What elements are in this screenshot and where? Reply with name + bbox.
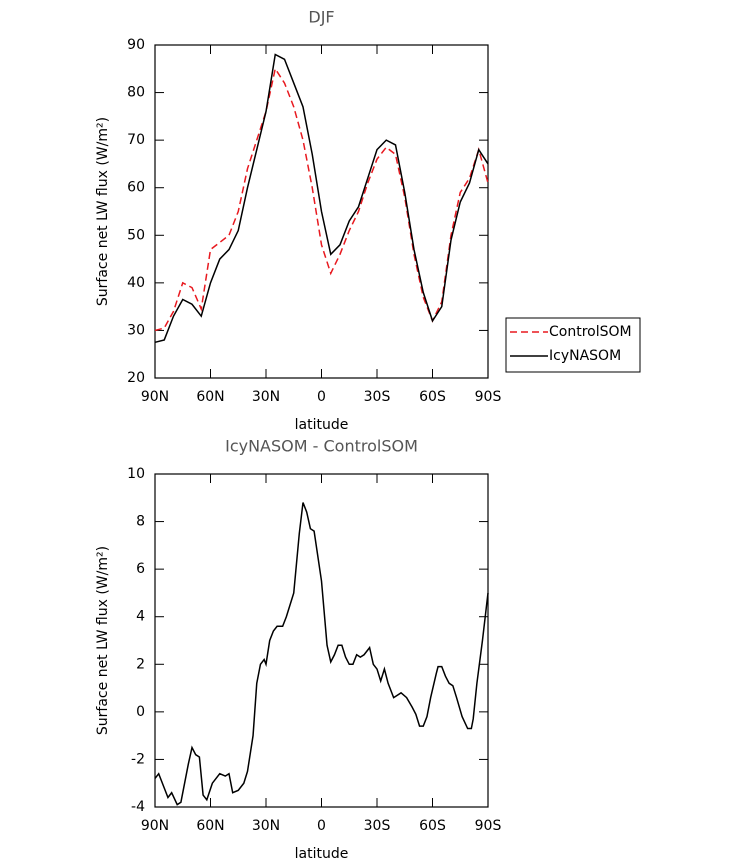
y-tick-label: 60 [127,180,145,196]
legend-label: IcyNASOM [549,348,621,364]
y-tick-label: 40 [127,275,145,291]
x-tick-label: 90N [141,818,169,834]
x-tick-label: 90S [475,818,502,834]
y-tick-label: 90 [127,37,145,53]
y-tick-label: 20 [127,370,145,386]
plot-frame [154,44,489,379]
y-tick-label: 10 [127,466,145,482]
x-tick-label: 90N [141,389,169,405]
x-tick-label: 60S [419,818,446,834]
x-tick-label: 60S [419,389,446,405]
y-tick-label: 0 [136,704,145,720]
legend-box [505,317,641,373]
y-axis-label: Surface net LW flux (W/m²) [95,546,111,735]
x-tick-label: 0 [317,818,326,834]
plot-frame [154,473,489,808]
x-tick-label: 0 [317,389,326,405]
y-tick-label: 2 [136,656,145,672]
y-tick-label: -4 [131,799,145,815]
x-axis-label: latitude [295,846,349,862]
y-tick-label: 6 [136,561,145,577]
x-tick-label: 60N [196,389,224,405]
x-tick-label: 30N [252,818,280,834]
line [154,53,489,344]
y-tick-label: -2 [131,751,145,767]
line [154,502,489,806]
y-axis-label: Surface net LW flux (W/m²) [95,117,111,306]
line [154,66,489,332]
y-tick-label: 70 [127,132,145,148]
x-tick-label: 60N [196,818,224,834]
x-tick-label: 30S [364,818,391,834]
x-tick-label: 30N [252,389,280,405]
y-tick-label: 50 [127,227,145,243]
chart-title: DJF [308,8,334,27]
y-tick-label: 4 [136,609,145,625]
y-tick-label: 30 [127,322,145,338]
x-tick-label: 30S [364,389,391,405]
x-tick-label: 90S [475,389,502,405]
x-axis-label: latitude [295,417,349,433]
chart-title: IcyNASOM - ControlSOM [225,437,418,456]
legend-label: ControlSOM [549,324,632,340]
y-tick-label: 8 [136,514,145,530]
y-tick-label: 80 [127,85,145,101]
